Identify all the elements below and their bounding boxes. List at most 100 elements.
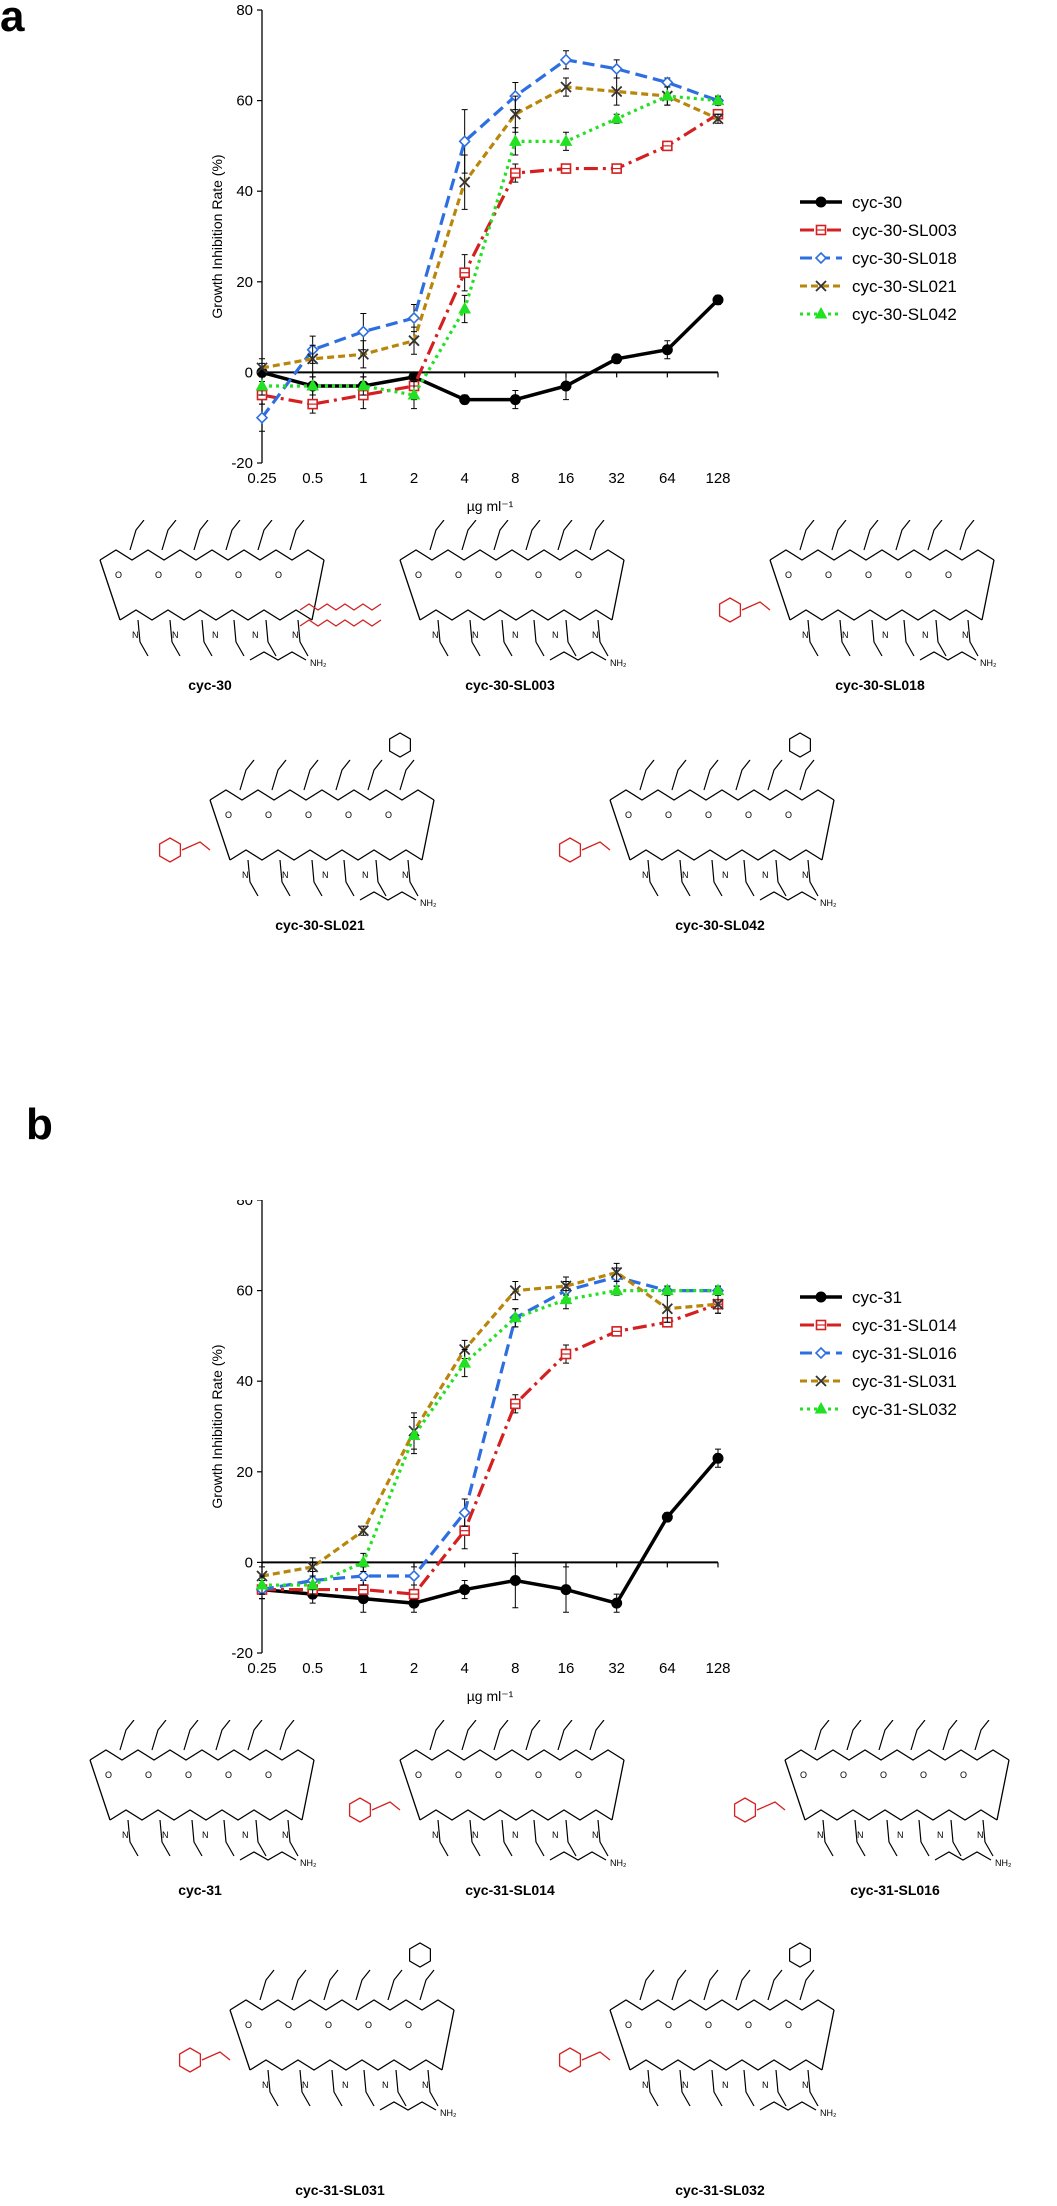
svg-text:N: N bbox=[402, 870, 409, 880]
svg-text:O: O bbox=[785, 2020, 792, 2030]
series-cyc-31-SL031 bbox=[256, 1262, 724, 1586]
svg-text:O: O bbox=[385, 810, 392, 820]
x-tick-label: 32 bbox=[608, 1660, 625, 1677]
data-point bbox=[307, 1561, 319, 1573]
svg-text:N: N bbox=[842, 630, 849, 640]
svg-text:N: N bbox=[302, 2080, 309, 2090]
svg-text:O: O bbox=[325, 2020, 332, 2030]
y-tick-label: -20 bbox=[231, 1645, 253, 1662]
data-point bbox=[509, 394, 521, 406]
svg-text:N: N bbox=[512, 1830, 519, 1840]
svg-text:N: N bbox=[212, 630, 219, 640]
molecule-caption: cyc-30-SL042 bbox=[675, 917, 765, 933]
svg-text:N: N bbox=[762, 870, 769, 880]
molecule-caption: cyc-30-SL018 bbox=[835, 677, 925, 693]
svg-text:NH₂: NH₂ bbox=[310, 658, 327, 668]
molecule-caption: cyc-31-SL032 bbox=[675, 2182, 765, 2198]
molecule-structure: NH₂ O N O N O N O N O N bbox=[99, 520, 327, 668]
data-point bbox=[459, 1584, 471, 1596]
data-point bbox=[255, 378, 269, 391]
svg-text:N: N bbox=[512, 630, 519, 640]
legend-label: cyc-31-SL016 bbox=[852, 1344, 957, 1363]
legend-marker bbox=[815, 1375, 827, 1387]
series-line bbox=[262, 1302, 719, 1596]
svg-text:N: N bbox=[282, 870, 289, 880]
svg-text:N: N bbox=[282, 1830, 289, 1840]
data-point bbox=[509, 108, 521, 120]
data-point bbox=[712, 294, 724, 306]
x-tick-label: 16 bbox=[558, 1660, 575, 1677]
series-line bbox=[261, 1270, 719, 1578]
svg-text:O: O bbox=[415, 1770, 422, 1780]
svg-text:O: O bbox=[455, 1770, 462, 1780]
data-point bbox=[508, 1310, 522, 1323]
svg-text:N: N bbox=[422, 2080, 429, 2090]
data-point bbox=[559, 1292, 573, 1305]
svg-text:N: N bbox=[162, 1830, 169, 1840]
molecule-structure: NH₂ O N O N O N O N O N bbox=[299, 520, 627, 668]
red-substituent bbox=[158, 837, 211, 863]
legend-label: cyc-31-SL032 bbox=[852, 1400, 957, 1419]
svg-text:N: N bbox=[762, 2080, 769, 2090]
svg-text:O: O bbox=[705, 810, 712, 820]
svg-text:N: N bbox=[642, 870, 649, 880]
svg-text:O: O bbox=[305, 810, 312, 820]
svg-text:NH₂: NH₂ bbox=[995, 1858, 1012, 1868]
legend-marker bbox=[814, 306, 828, 319]
svg-text:N: N bbox=[897, 1830, 904, 1840]
legend-entry: cyc-30-SL003 bbox=[800, 221, 957, 240]
svg-text:N: N bbox=[202, 1830, 209, 1840]
series-line bbox=[260, 58, 719, 419]
data-point bbox=[661, 1511, 673, 1523]
svg-text:O: O bbox=[785, 810, 792, 820]
svg-text:O: O bbox=[945, 570, 952, 580]
data-point bbox=[357, 348, 369, 360]
svg-text:N: N bbox=[882, 630, 889, 640]
svg-text:O: O bbox=[745, 810, 752, 820]
x-tick-label: 16 bbox=[558, 470, 575, 487]
svg-text:O: O bbox=[920, 1770, 927, 1780]
svg-text:O: O bbox=[275, 570, 282, 580]
y-tick-label: 60 bbox=[236, 93, 253, 110]
svg-text:O: O bbox=[145, 1770, 152, 1780]
data-point bbox=[407, 388, 421, 400]
data-point bbox=[458, 135, 471, 148]
svg-text:N: N bbox=[977, 1830, 984, 1840]
data-point bbox=[712, 113, 724, 125]
x-tick-label: 2 bbox=[410, 470, 418, 487]
data-point bbox=[560, 81, 572, 93]
svg-text:O: O bbox=[285, 2020, 292, 2030]
series-line bbox=[261, 85, 719, 370]
data-point bbox=[408, 335, 420, 347]
data-point bbox=[306, 1578, 320, 1590]
legend-marker bbox=[815, 280, 827, 292]
svg-text:N: N bbox=[252, 630, 259, 640]
svg-text:N: N bbox=[262, 2080, 269, 2090]
panel-letter-a: a bbox=[0, 0, 25, 41]
series-line bbox=[262, 94, 719, 397]
data-point bbox=[559, 53, 573, 66]
svg-text:O: O bbox=[225, 810, 232, 820]
svg-text:N: N bbox=[642, 2080, 649, 2090]
data-point bbox=[560, 1584, 572, 1596]
svg-text:O: O bbox=[345, 810, 352, 820]
svg-text:NH₂: NH₂ bbox=[300, 1858, 317, 1868]
svg-text:N: N bbox=[552, 1830, 559, 1840]
svg-text:N: N bbox=[682, 2080, 689, 2090]
svg-text:O: O bbox=[245, 2020, 252, 2030]
x-tick-label: 0.25 bbox=[247, 1660, 276, 1677]
svg-text:O: O bbox=[960, 1770, 967, 1780]
molecule-caption: cyc-31 bbox=[178, 1882, 222, 1898]
growth-inhibition-chart-a: -20 0 20 40 60 80 0.25 0.5 1 2 4 8 16 32 64 128 µg ml⁻¹ G… bbox=[209, 2, 957, 514]
svg-text:O: O bbox=[865, 570, 872, 580]
legend-entry: cyc-31-SL031 bbox=[800, 1372, 957, 1391]
legend-marker bbox=[814, 1346, 828, 1360]
panel-letter-b: b bbox=[26, 1100, 53, 1149]
data-point bbox=[711, 93, 725, 106]
molecule-structure: NH₂ O N O N O N O N O N bbox=[158, 732, 437, 908]
svg-text:O: O bbox=[225, 1770, 232, 1780]
svg-text:O: O bbox=[235, 570, 242, 580]
svg-text:N: N bbox=[722, 2080, 729, 2090]
data-point bbox=[458, 301, 472, 314]
